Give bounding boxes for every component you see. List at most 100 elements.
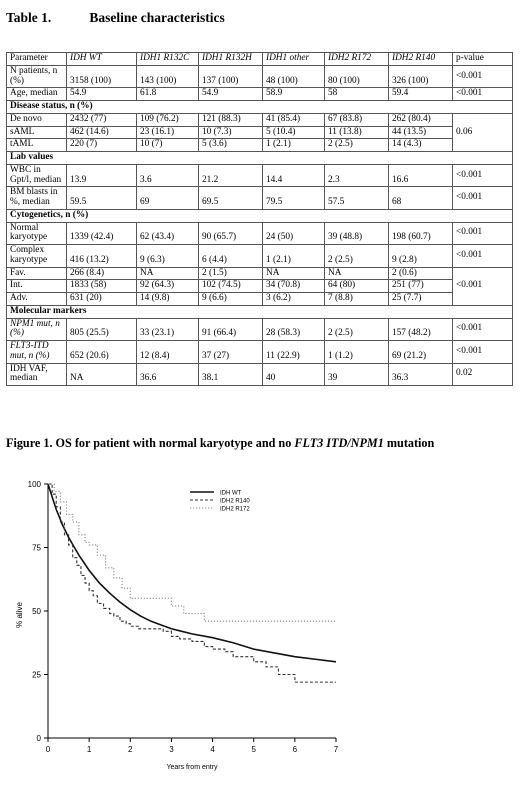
table-cell: 251 (77)	[388, 279, 453, 293]
table-cell: 23 (16.1)	[136, 125, 199, 140]
row-label: IDH VAF, median	[6, 362, 67, 386]
section-label: Cytogenetics, n (%)	[6, 208, 513, 223]
legend-label: IDH2 R140	[220, 499, 250, 505]
series-line-idh2-r172	[48, 483, 336, 622]
table-cell: 69.5	[198, 186, 263, 210]
section-row: Cytogenetics, n (%)	[6, 208, 513, 223]
table-row: Age, median 54.9 61.8 54.9 58.9 58 59.4 <0.001	[6, 87, 513, 101]
table-cell: 69	[136, 186, 199, 210]
series-line-idh2-r140	[48, 483, 336, 683]
col-header-idh1-other: IDH1 other	[262, 52, 325, 66]
p-value-cell: <0.001	[452, 317, 513, 341]
table-cell: NA	[262, 266, 325, 281]
table-cell: 143 (100)	[136, 64, 199, 89]
table-cell: 5 (3.6)	[198, 138, 263, 152]
table-cell: 14 (4.3)	[388, 138, 453, 152]
figure-title-end: mutation	[383, 436, 435, 450]
table-cell: 48 (100)	[262, 64, 325, 89]
row-label: FLT3-ITD mut, n (%)	[6, 340, 67, 364]
row-label: Int.	[6, 279, 67, 293]
table-row: Int. 1833 (58) 92 (64.3) 102 (74.5) 34 (70.8…	[6, 279, 513, 293]
x-tick-label: 2	[128, 745, 133, 754]
table-cell: 62 (43.4)	[136, 221, 199, 245]
table-cell: 64 (80)	[324, 279, 389, 293]
table-cell: NA	[136, 266, 199, 281]
table-cell: 1 (1.2)	[324, 340, 389, 364]
row-label: Adv.	[6, 292, 67, 306]
table-row: IDH VAF, median NA 36.6 38.1 40 39 36.3 0.02	[6, 362, 513, 386]
legend-label: IDH2 R172	[220, 507, 250, 513]
table-cell: 54.9	[66, 87, 137, 101]
table-row: Normal karyotype 1339 (42.4) 62 (43.4) 90 (…	[6, 221, 513, 245]
table-row: Adv. 631 (20) 14 (9.8) 9 (6.6) 3 (6.2) 7 (8.8…	[6, 292, 513, 306]
p-value-cell: <0.001	[452, 340, 513, 364]
x-tick-label: 3	[169, 745, 174, 754]
table-cell: 7 (8.8)	[324, 292, 389, 306]
table-cell: 9 (6.6)	[198, 292, 263, 306]
table-cell: 54.9	[198, 87, 263, 101]
table-header-row: Parameter IDH WT IDH1 R132C IDH1 R132H I…	[6, 52, 513, 66]
table-cell: 220 (7)	[66, 138, 137, 152]
table-cell: 198 (60.7)	[388, 221, 453, 245]
table-cell: 59.5	[66, 186, 137, 210]
table-cell: 2.3	[324, 163, 389, 188]
table-cell: 69 (21.2)	[388, 340, 453, 364]
table-cell: 1 (2.1)	[262, 244, 325, 268]
table-cell: 79.5	[262, 186, 325, 210]
table-caption: Table 1. Baseline characteristics	[6, 10, 225, 26]
table-cell: 3.6	[136, 163, 199, 188]
table-cell: 102 (74.5)	[198, 279, 263, 293]
col-header-idh-wt: IDH WT	[66, 52, 137, 66]
y-tick-label: 50	[32, 607, 41, 616]
p-value-cell: <0.001	[452, 244, 513, 268]
table-cell: 36.6	[136, 362, 199, 386]
series-line-idh-wt	[47, 483, 337, 663]
row-label: BM blasts in %, median	[6, 186, 67, 210]
table-row: N patients, n (%) 3158 (100) 143 (100) 137 …	[6, 64, 513, 89]
row-label: Age, median	[6, 87, 67, 101]
figure-number: Figure 1.	[6, 436, 53, 450]
p-value-cell: <0.001	[452, 163, 513, 188]
table-cell: 2 (2.5)	[324, 244, 389, 268]
table-cell: 9 (6.3)	[136, 244, 199, 268]
table-cell: 262 (80.4)	[388, 112, 453, 127]
table-title: Baseline characteristics	[89, 10, 225, 25]
x-tick-label: 5	[251, 745, 256, 754]
table-cell: 11 (22.9)	[262, 340, 325, 364]
baseline-characteristics-table: Parameter IDH WT IDH1 R132C IDH1 R132H I…	[6, 52, 513, 386]
section-label: Lab values	[6, 151, 513, 165]
p-value-cell: <0.001	[452, 87, 513, 101]
p-value-cell: <0.001	[452, 186, 513, 210]
table-cell: 90 (65.7)	[198, 221, 263, 245]
row-label: WBC in Gpt/l, median	[6, 163, 67, 188]
x-tick-label: 6	[293, 745, 298, 754]
col-header-idh2-r140: IDH2 R140	[388, 52, 453, 66]
table-cell: 416 (13.2)	[66, 244, 137, 268]
table-cell: 25 (7.7)	[388, 292, 453, 306]
table-cell: 14 (9.8)	[136, 292, 199, 306]
table-cell: 9 (2.8)	[388, 244, 453, 268]
table-cell: 39 (48.8)	[324, 221, 389, 245]
table-cell: 6 (4.4)	[198, 244, 263, 268]
table-cell: 21.2	[198, 163, 263, 188]
table-cell: 1833 (58)	[66, 279, 137, 293]
table-cell: 92 (64.3)	[136, 279, 199, 293]
table-cell: 462 (14.6)	[66, 125, 137, 140]
section-label: Molecular markers	[6, 304, 513, 319]
table-row: Fav. 266 (8.4) NA 2 (1.5) NA NA 2 (0.6) <0.001	[6, 266, 513, 306]
table-row: WBC in Gpt/l, median 13.9 3.6 21.2 14.4 2.3 16…	[6, 163, 513, 188]
table-cell: 38.1	[198, 362, 263, 386]
col-header-idh1-r132c: IDH1 R132C	[136, 52, 199, 66]
table-cell: 121 (88.3)	[198, 112, 263, 127]
section-label: Disease status, n (%)	[6, 100, 513, 114]
chart-axes: 0 25 50 75 100 0 1 2 3 4 5 6 7	[28, 480, 339, 754]
table-cell: 266 (8.4)	[66, 266, 137, 281]
x-tick-label: 1	[87, 745, 92, 754]
table-cell: 80 (100)	[324, 64, 389, 89]
table-cell: 10 (7)	[136, 138, 199, 152]
row-label: De novo	[6, 112, 67, 127]
table-cell: 157 (48.2)	[388, 317, 453, 341]
table-cell: 2 (1.5)	[198, 266, 263, 281]
table-number: Table 1.	[6, 10, 52, 25]
table-cell: 2 (2.5)	[324, 317, 389, 341]
